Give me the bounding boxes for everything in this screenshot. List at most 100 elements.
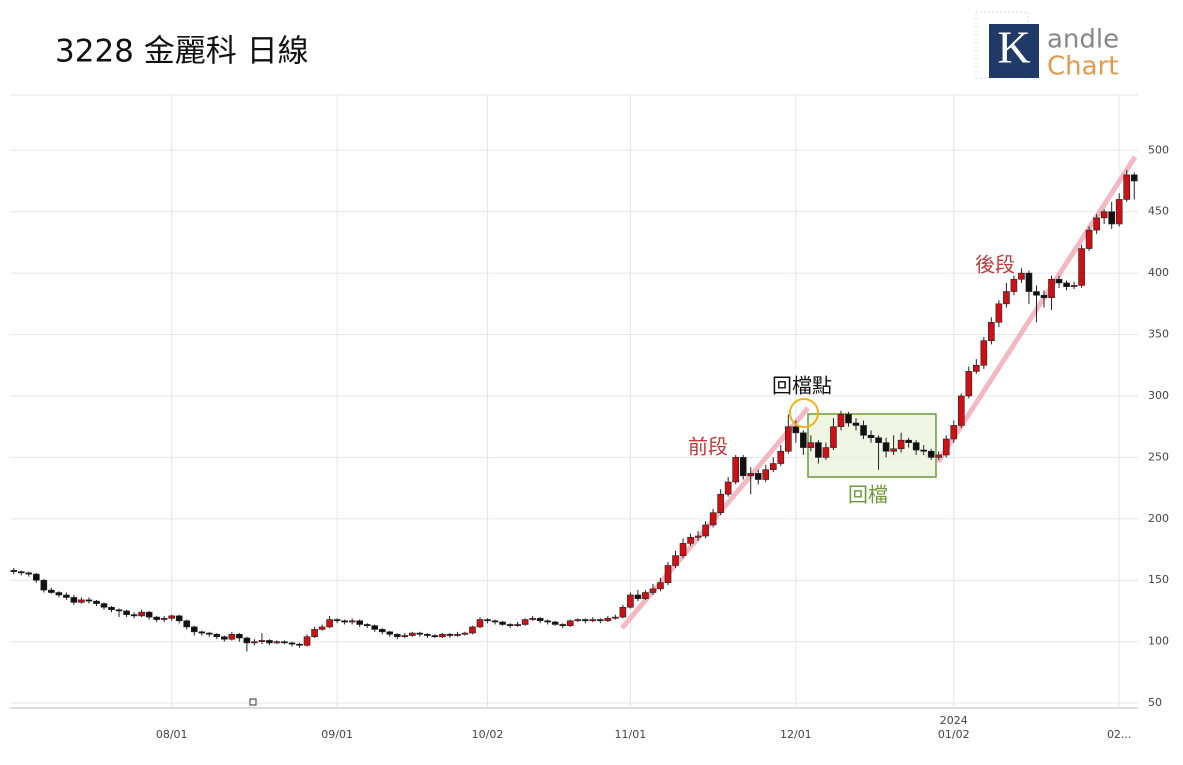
candle-body [10,570,18,572]
candle-body [168,615,175,619]
candle-body [1063,282,1070,287]
candle-body [649,588,657,593]
candle-body [927,450,935,458]
candle-body [837,414,845,427]
candle-body [792,426,800,434]
candle-body [867,434,875,439]
candle-body [905,439,912,443]
candle-body [33,573,40,581]
candle-body [897,439,905,450]
candle-body [439,633,446,638]
candle-body [627,594,634,608]
year-label: 2024 [940,714,968,727]
candle-body [529,618,536,620]
candle-body [973,364,980,372]
candle-body [371,625,379,630]
y-tick-label: 150 [1148,573,1169,586]
candle-body [1048,278,1055,298]
candle-body [356,620,363,625]
candle-body [642,592,649,599]
candle-body [807,442,815,448]
candle-body [597,619,604,622]
candle-body [551,621,559,625]
candle-body [409,632,416,636]
candle-body [236,633,243,639]
candle-body [190,626,198,633]
candle-body [63,594,70,598]
candle-body [378,629,386,633]
candle-body [980,340,988,366]
candle-body [296,643,303,646]
logo-mark: K [997,22,1030,73]
candle-body [709,512,717,526]
candle-body [822,447,830,458]
candle-body [935,454,943,458]
annotation: 回檔 [848,483,888,507]
candle-body [965,371,973,397]
candle-body [100,603,108,608]
candle-body [672,555,679,566]
y-tick-label: 500 [1148,143,1169,156]
candles [10,169,1138,652]
candle-body [243,637,251,644]
candle-body [130,614,138,617]
candle-body [521,619,529,625]
candle-body [1108,211,1115,225]
candle-body [1078,248,1085,286]
candle-body [1018,272,1025,280]
candle-body [702,524,709,537]
candle-body [747,473,755,477]
candle-body [273,641,281,644]
candle-body [431,635,439,638]
candle-body [687,536,694,544]
candle-body [153,616,160,620]
x-tick-label: 10/02 [472,728,504,741]
candle-body [1040,294,1048,298]
candle-body [1010,278,1018,292]
candle-body [754,473,762,480]
candle-body [476,619,484,628]
candle-body [363,624,371,626]
candle-body [890,448,897,452]
candle-body [566,620,574,626]
x-tick-label: 01/02 [938,728,970,741]
candle-body [882,442,890,452]
candle-body [920,449,927,452]
candle-body [251,641,258,644]
candle-body [266,640,273,644]
candle-body [40,579,48,591]
candle-body [341,620,348,623]
x-tick-label: 08/01 [156,728,188,741]
logo-text: Chart [1047,52,1118,82]
candle-body [1123,174,1131,200]
candle-body [815,442,822,458]
candle-body [281,641,288,644]
candle-body [544,620,551,623]
candle-body [830,426,837,448]
candle-body [138,611,145,617]
candle-body [484,619,491,622]
candle-body [55,592,63,596]
candle-body [536,618,544,622]
candle-body [657,582,664,590]
candle-body [205,632,213,635]
candle-body [333,619,341,622]
y-tick-label: 350 [1148,328,1169,341]
candle-body [454,633,461,636]
candle-body [724,481,732,495]
y-tick-label: 300 [1148,389,1169,402]
grid [10,95,1138,708]
candle-body [950,425,958,440]
candle-body [145,611,153,618]
candle-body [739,457,747,477]
candle-body [875,437,882,443]
candle-body [506,624,514,626]
candle-body [1070,285,1078,287]
candle-body [258,640,266,642]
candle-body [348,620,356,623]
candle-body [393,633,401,638]
candle-body [221,636,228,640]
candle-body [228,633,236,640]
candle-body [424,633,431,636]
